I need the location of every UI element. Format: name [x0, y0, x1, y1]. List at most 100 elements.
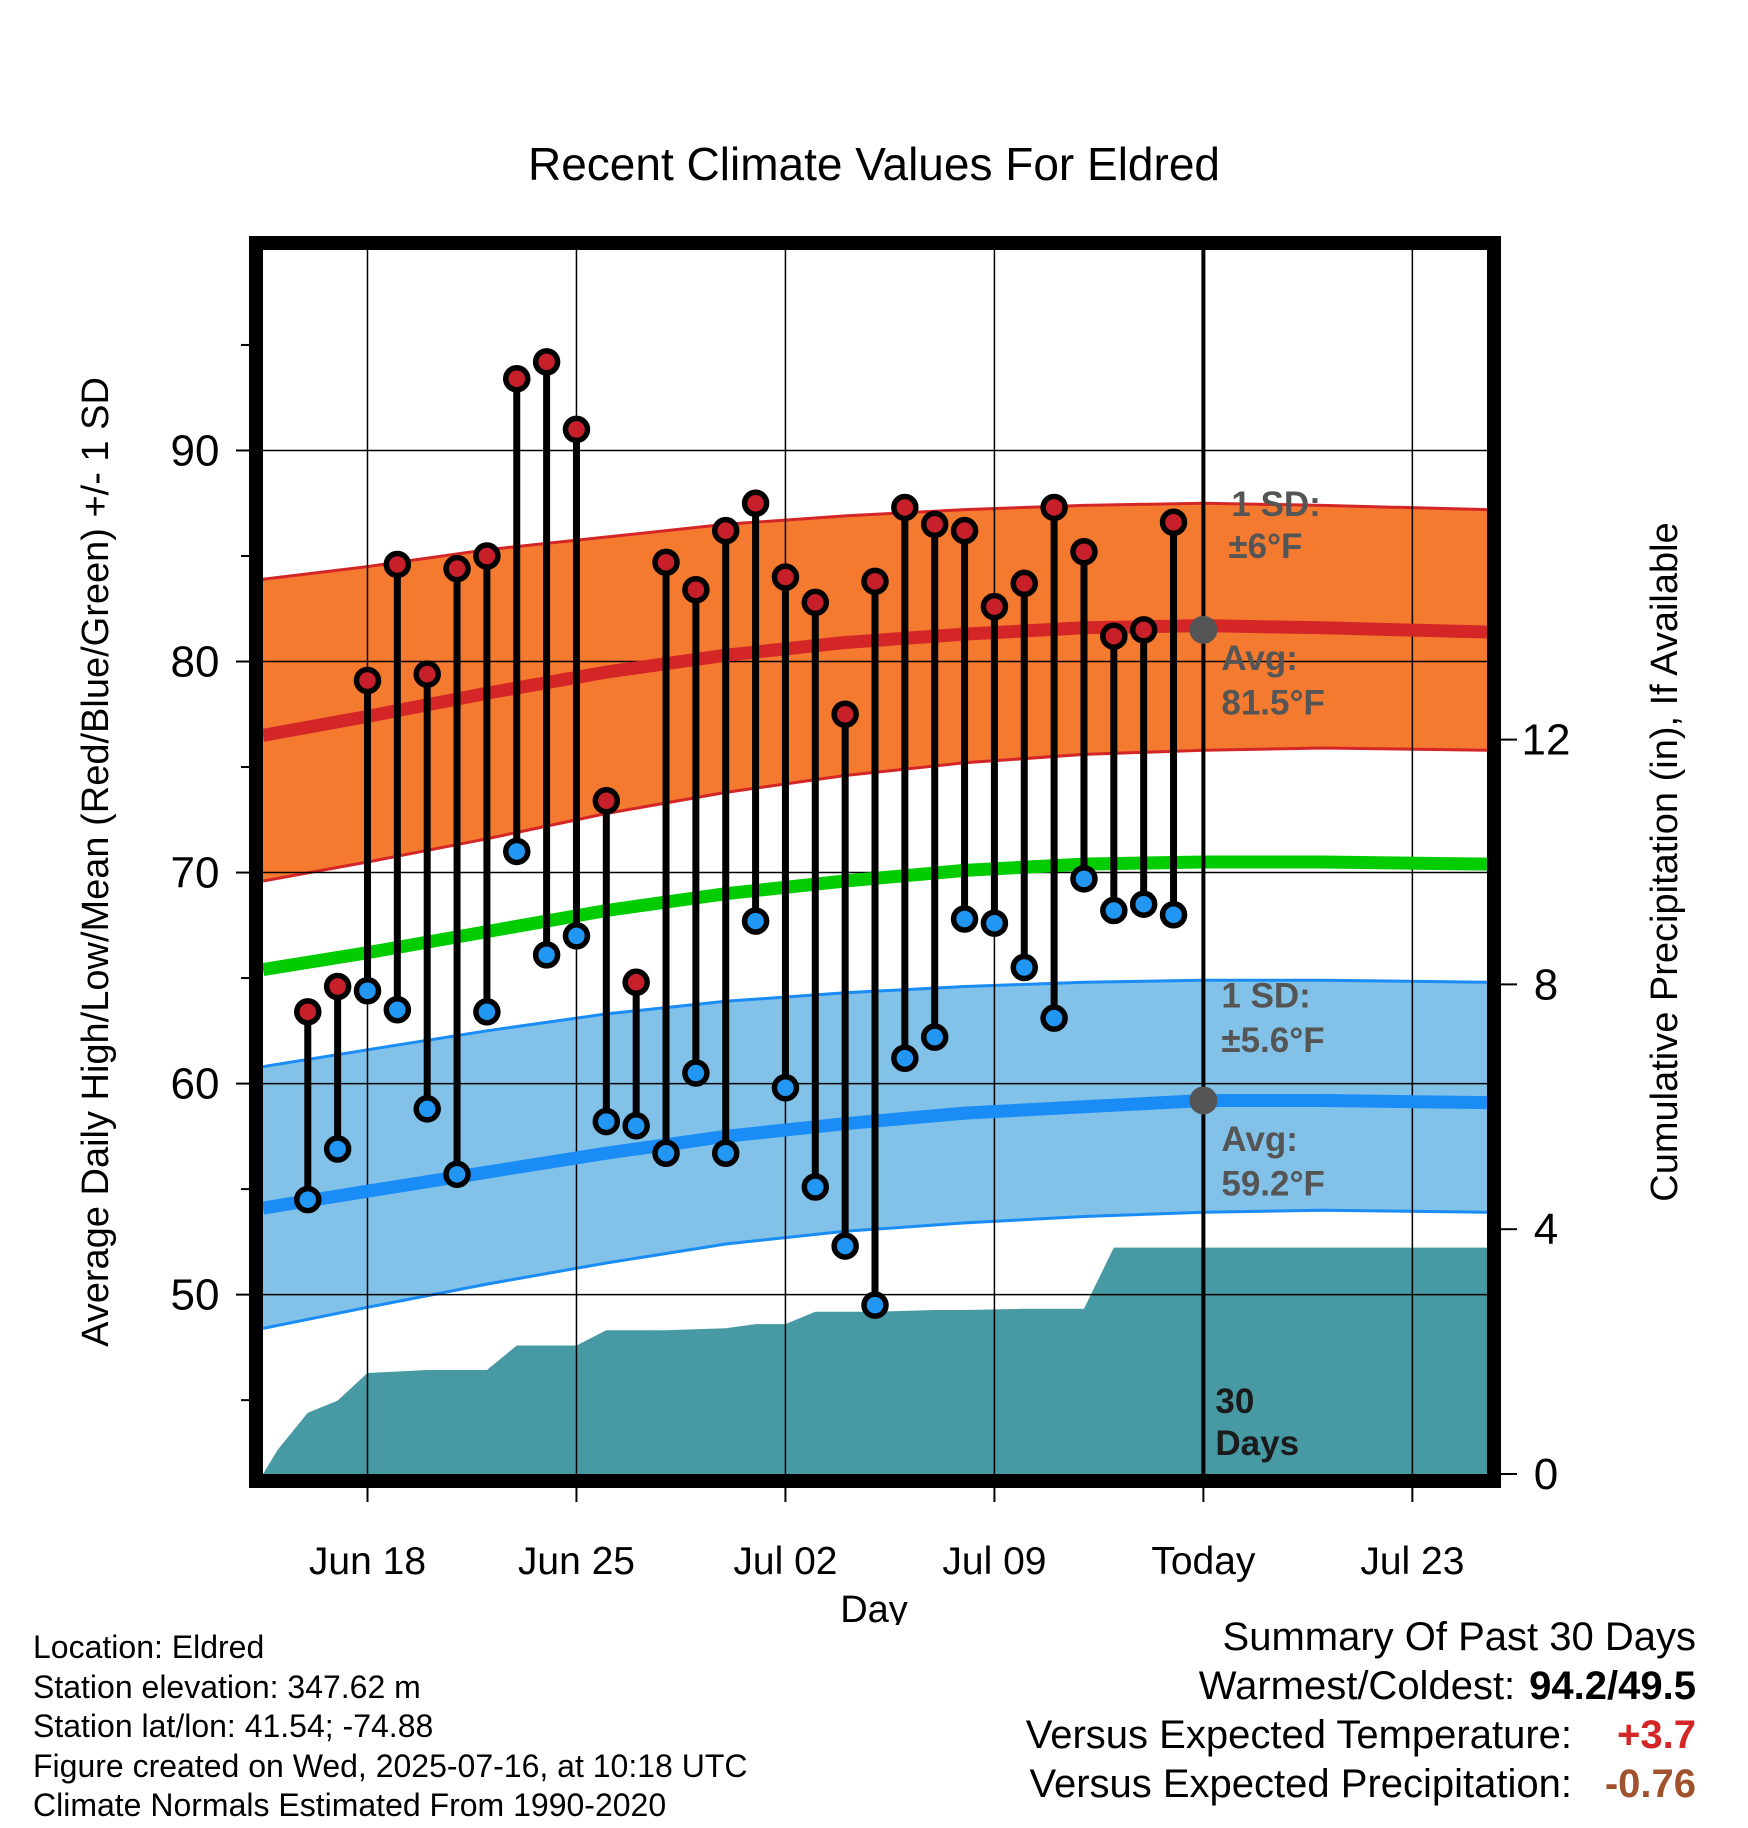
- y-tick-label: 90: [171, 426, 220, 475]
- info-elevation: Station elevation: 347.62 m: [33, 1668, 421, 1705]
- daily-low-point: [562, 922, 591, 950]
- x-tick-label: Jul 02: [733, 1540, 837, 1583]
- daily-high-point: [920, 510, 949, 539]
- daily-low-point: [1040, 1004, 1068, 1032]
- chart-title: Recent Climate Values For Eldred: [528, 138, 1220, 190]
- summary-warmest-value: 94.2/49.5: [1529, 1664, 1696, 1708]
- daily-low-point: [294, 1185, 322, 1214]
- daily-low-point: [950, 905, 979, 933]
- info-created: Figure created on Wed, 2025-07-16, at 10…: [33, 1747, 748, 1784]
- daily-high-point: [801, 588, 830, 617]
- x-tick-label: Today: [1151, 1540, 1256, 1583]
- daily-low-point: [413, 1095, 441, 1123]
- daily-low-point: [831, 1232, 859, 1260]
- daily-high-point: [532, 348, 561, 376]
- low-avg-label: Avg:: [1221, 1120, 1297, 1159]
- daily-low-point: [383, 995, 412, 1024]
- daily-low-point: [801, 1173, 830, 1201]
- precip-window-unit: Days: [1215, 1424, 1299, 1463]
- daily-high-point: [562, 415, 591, 444]
- y2-tick-label: 0: [1534, 1450, 1558, 1499]
- today-low-avg-marker: [1189, 1086, 1218, 1115]
- summary-temp-value: +3.7: [1617, 1713, 1696, 1757]
- daily-high-point: [682, 576, 710, 604]
- summary-precip-row: Versus Expected Precipitation: -0.76: [1026, 1760, 1696, 1809]
- daily-high-point: [980, 592, 1009, 621]
- x-tick-label: Jul 09: [942, 1540, 1046, 1583]
- y-tick-label: 60: [171, 1060, 220, 1109]
- high-avg-value: 81.5°F: [1221, 683, 1325, 722]
- daily-low-point: [1100, 896, 1128, 925]
- daily-high-point: [294, 998, 322, 1026]
- daily-high-point: [652, 548, 680, 577]
- daily-high-point: [1040, 493, 1068, 522]
- daily-high-point: [950, 516, 979, 545]
- daily-high-point: [891, 493, 919, 522]
- daily-high-point: [831, 700, 859, 729]
- daily-low-point: [592, 1107, 621, 1136]
- daily-high-point: [353, 666, 382, 695]
- daily-low-point: [652, 1139, 680, 1167]
- y-axis-label: Average Daily High/Low/Mean (Red/Blue/Gr…: [75, 377, 117, 1347]
- daily-high-point: [741, 489, 770, 517]
- climate-chart: Recent Climate Values For Eldred 1 SD:±6…: [75, 138, 1686, 1625]
- daily-high-point: [711, 516, 740, 545]
- daily-low-point: [1129, 890, 1158, 918]
- high-avg-label: Avg:: [1221, 639, 1297, 678]
- daily-low-point: [682, 1059, 710, 1087]
- today-high-avg-marker: [1189, 615, 1218, 644]
- x-tick-label: Jun 18: [309, 1540, 426, 1583]
- daily-high-point: [503, 364, 531, 393]
- daily-low-point: [711, 1139, 740, 1167]
- daily-low-point: [920, 1023, 949, 1051]
- y2-tick-label: 4: [1534, 1205, 1558, 1254]
- high-sd-value: ±6°F: [1228, 527, 1302, 566]
- daily-high-point: [443, 554, 471, 583]
- daily-low-point: [443, 1160, 471, 1189]
- daily-low-point: [1159, 901, 1188, 929]
- summary-warmest-label: Warmest/Coldest:: [1198, 1664, 1516, 1708]
- low-sd-value: ±5.6°F: [1221, 1021, 1324, 1060]
- plot-frame: [249, 236, 1501, 1488]
- info-normals: Climate Normals Estimated From 1990-2020: [33, 1787, 667, 1823]
- daily-low-point: [473, 998, 501, 1026]
- x-axis-label: Day: [840, 1589, 908, 1625]
- daily-low-point: [353, 976, 382, 1005]
- summary-panel: Summary Of Past 30 Days Warmest/Coldest:…: [1026, 1613, 1696, 1809]
- daily-high-point: [323, 972, 352, 1001]
- daily-low-point: [861, 1291, 889, 1319]
- daily-high-point: [1129, 616, 1158, 644]
- y-tick-label: 80: [171, 638, 220, 687]
- y2-tick-label: 8: [1534, 960, 1558, 1009]
- summary-precip-label: Versus Expected Precipitation:: [1029, 1762, 1572, 1806]
- precip-window-number: 30: [1215, 1382, 1254, 1421]
- daily-low-point: [622, 1112, 650, 1140]
- daily-high-point: [413, 660, 441, 688]
- y2-tick-label: 12: [1522, 716, 1571, 765]
- daily-low-point: [532, 941, 561, 969]
- daily-high-point: [1159, 508, 1188, 536]
- x-tick-label: Jun 25: [518, 1540, 635, 1583]
- precip-area: [263, 1247, 1487, 1474]
- low-sd-label: 1 SD:: [1221, 977, 1310, 1016]
- summary-temp-label: Versus Expected Temperature:: [1025, 1713, 1572, 1757]
- daily-low-point: [771, 1074, 800, 1102]
- summary-temp-row: Versus Expected Temperature: +3.7: [1026, 1711, 1696, 1760]
- high-sd-label: 1 SD:: [1231, 485, 1320, 524]
- daily-high-point: [1100, 622, 1128, 650]
- info-location: Location: Eldred: [33, 1629, 265, 1665]
- daily-low-point: [891, 1044, 919, 1073]
- daily-low-point: [323, 1135, 352, 1163]
- y-tick-label: 50: [171, 1271, 220, 1320]
- station-info: Location: Eldred Station elevation: 347.…: [33, 1628, 747, 1826]
- y2-axis-label: Cumulative Precipitation (in), If Availa…: [1644, 522, 1686, 1201]
- daily-high-point: [592, 787, 621, 815]
- summary-warmest-row: Warmest/Coldest: 94.2/49.5: [1026, 1662, 1696, 1711]
- daily-high-point: [473, 542, 501, 570]
- daily-low-point: [1070, 865, 1098, 893]
- info-latlon: Station lat/lon: 41.54; -74.88: [33, 1708, 434, 1744]
- summary-title: Summary Of Past 30 Days: [1222, 1615, 1696, 1659]
- daily-high-point: [383, 550, 412, 579]
- daily-high-point: [1010, 569, 1039, 598]
- y-tick-label: 70: [171, 849, 220, 898]
